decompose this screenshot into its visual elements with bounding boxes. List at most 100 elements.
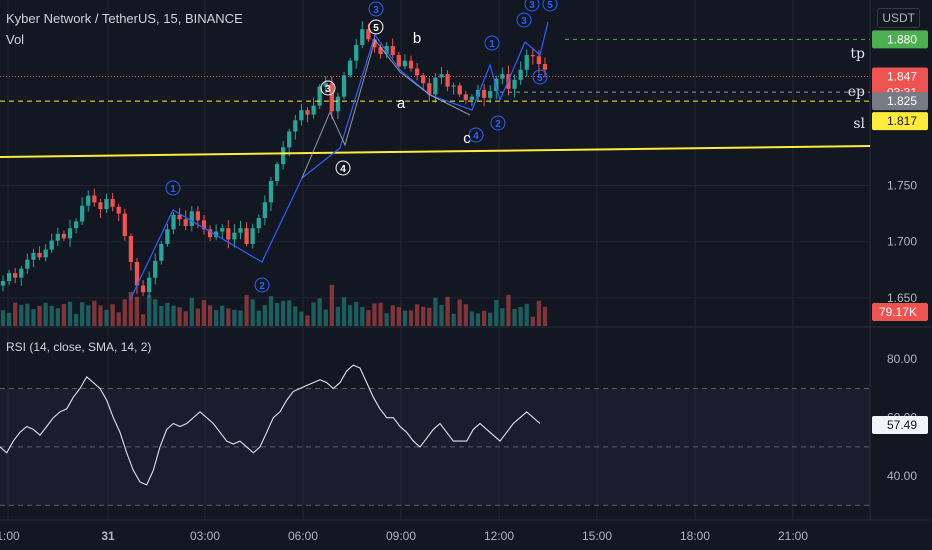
volume-bar xyxy=(293,306,298,326)
candle-body xyxy=(317,86,322,106)
wave-label: 3 xyxy=(521,16,527,27)
candle-body xyxy=(122,213,127,237)
candle-body xyxy=(207,229,213,238)
rsi-y-tick: 40.00 xyxy=(887,469,917,483)
volume-bar xyxy=(299,311,304,326)
candle-body xyxy=(281,147,286,165)
y-tick-label: 1.650 xyxy=(887,291,917,305)
candle-body xyxy=(274,164,280,181)
volume-label: Vol xyxy=(6,32,25,47)
wave-label: 5 xyxy=(537,73,543,84)
candle-body xyxy=(481,89,487,98)
volume-tag: 79.17K xyxy=(879,305,917,319)
rsi-value-tag-bg xyxy=(872,416,928,435)
volume-bar xyxy=(262,305,267,326)
volume-bar xyxy=(226,308,231,326)
wave-label: 5 xyxy=(547,0,553,11)
volume-bar xyxy=(396,307,401,326)
candle-body xyxy=(49,240,54,250)
volume-bar xyxy=(311,302,316,326)
volume-bar xyxy=(98,305,103,326)
volume-bar xyxy=(427,307,432,326)
candle-body xyxy=(512,79,517,89)
volume-bar xyxy=(110,304,115,326)
x-tick-label: 18:00 xyxy=(680,529,710,543)
volume-bar xyxy=(542,306,548,326)
volume-bar xyxy=(140,314,146,326)
volume-bar xyxy=(488,312,493,326)
volume-bar xyxy=(481,310,487,326)
volume-bar xyxy=(518,306,523,326)
volume-bar xyxy=(372,303,377,326)
volume-bar xyxy=(195,308,201,326)
candle-body xyxy=(128,236,134,262)
volume-bar xyxy=(506,294,511,326)
volume-bar xyxy=(317,298,322,326)
wave-label: 1 xyxy=(489,39,495,50)
level-text-label: ep xyxy=(848,84,865,100)
candle-body xyxy=(384,46,389,54)
wave-label-circle xyxy=(484,35,500,51)
candle-body xyxy=(147,277,152,293)
candle-body xyxy=(183,219,188,226)
candle-body xyxy=(262,202,267,219)
wave-label-circle xyxy=(524,0,540,12)
wave-label-circle xyxy=(335,160,351,176)
last-price-tag: 1.847 xyxy=(887,69,917,83)
wave-label: 2 xyxy=(495,119,501,130)
volume-bar xyxy=(201,300,207,326)
y-tick-label: 1.750 xyxy=(887,178,917,192)
yellow-price-tag: 1.817 xyxy=(887,114,917,128)
candle-body xyxy=(323,83,328,87)
candle-body xyxy=(165,229,170,244)
volume-bar xyxy=(335,306,341,326)
candle-body xyxy=(177,214,182,220)
volume-bar xyxy=(305,315,310,326)
candle-body xyxy=(360,29,365,45)
volume-bar xyxy=(238,310,243,326)
candle-body xyxy=(439,74,444,78)
candle-body xyxy=(469,96,475,101)
wave-label-circle xyxy=(468,127,484,143)
candle-body xyxy=(37,252,42,258)
symbol-title: Kyber Network / TetherUS, 15, BINANCE xyxy=(6,11,243,26)
volume-bar xyxy=(159,306,164,326)
candle-body xyxy=(445,74,450,87)
volume-bar xyxy=(268,296,274,326)
candle-body xyxy=(153,260,158,278)
candle-body xyxy=(463,94,468,101)
candle-body xyxy=(542,64,548,70)
candle-body xyxy=(427,83,432,95)
candle-body xyxy=(347,60,353,76)
volume-bar xyxy=(49,305,54,326)
x-tick-label: 03:00 xyxy=(190,529,220,543)
x-tick-label: 12:00 xyxy=(484,529,514,543)
candle-body xyxy=(530,55,535,57)
volume-bar xyxy=(323,309,328,326)
volume-bar xyxy=(274,302,280,326)
volume-bar xyxy=(244,294,249,326)
candle-body xyxy=(299,110,304,121)
volume-bar xyxy=(463,304,468,326)
x-tick-label: 31 xyxy=(101,529,115,543)
wave-label-circle xyxy=(254,277,270,293)
tp-price-tag: 1.880 xyxy=(887,32,917,46)
candle-body xyxy=(80,205,85,222)
y-tick-label: 1.700 xyxy=(887,235,917,249)
volume-bar xyxy=(25,303,30,326)
abc-label: c xyxy=(463,130,471,147)
volume-bar xyxy=(439,304,444,326)
volume-bar xyxy=(354,301,359,326)
wave-label: 4 xyxy=(473,131,479,142)
wave-label: 1 xyxy=(170,184,176,195)
volume-bar xyxy=(500,308,505,326)
x-tick-label: 1:00 xyxy=(0,529,20,543)
currency-label[interactable]: USDT xyxy=(877,8,920,28)
volume-bar xyxy=(55,308,60,326)
volume-bar xyxy=(445,296,450,326)
wave-label-circle xyxy=(516,12,532,28)
volume-bar xyxy=(287,300,292,326)
volume-bar xyxy=(378,302,383,326)
candle-body xyxy=(226,228,231,240)
